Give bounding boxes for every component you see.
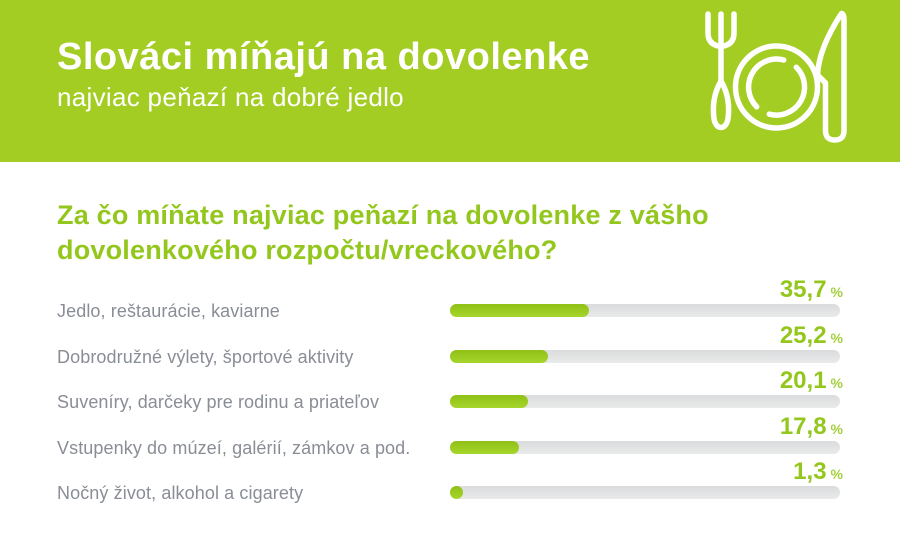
knife-icon (814, 10, 847, 143)
category-label: Vstupenky do múzeí, galérií, zámkov a po… (57, 437, 411, 458)
value-number: 35,7 (779, 276, 827, 303)
survey-question: Za čo míňate najviac peňazí na dovolenke… (57, 198, 843, 268)
page-subtitle: najviac peňazí na dobré jedlo (57, 82, 404, 112)
bar-fill (450, 304, 590, 317)
category-label: Dobrodružné výlety, športové aktivity (57, 346, 354, 367)
bar-fill (450, 486, 463, 499)
value-label: 35,7% (780, 278, 843, 304)
percent-sign: % (830, 466, 843, 482)
bar-fill (450, 395, 529, 408)
category-label: Suveníry, darčeky pre rodinu a priateľov (57, 392, 380, 412)
category-label: Nočný život, alkohol a cigarety (57, 483, 304, 503)
category-label: Jedlo, reštaurácie, kaviarne (57, 301, 280, 321)
plate-icon (732, 43, 821, 131)
bar-chart: 35,7% Jedlo, reštaurácie, kaviarne 25,2% Do… (57, 278, 843, 506)
page-title: Slováci míňajú na dovolenke (57, 36, 590, 78)
bar-track (450, 395, 840, 408)
value-label: 1,3% (793, 460, 843, 486)
fork-plate-knife-icon (705, 8, 850, 150)
percent-sign: % (830, 420, 843, 437)
chart-row: 1,3% Nočný život, alkohol a cigarety (57, 460, 843, 506)
value-label: 25,2% (779, 321, 843, 350)
percent-sign: % (830, 375, 843, 391)
percent-sign: % (830, 329, 843, 346)
bar-track (450, 349, 840, 363)
value-number: 17,8 (779, 412, 827, 440)
header-banner: Slováci míňajú na dovolenke najviac peňa… (0, 0, 900, 162)
value-number: 1,3 (793, 458, 827, 485)
survey-question-line1: Za čo míňate najviac peňazí na dovolenke… (57, 200, 709, 230)
bar-fill (450, 440, 520, 454)
bar-track (450, 486, 840, 499)
chart-row: 25,2% Dobrodružné výlety, športové aktivi… (57, 321, 843, 370)
chart-row: 35,7% Jedlo, reštaurácie, kaviarne (57, 278, 843, 324)
bar-track (450, 304, 840, 317)
chart-row: 17,8% Vstupenky do múzeí, galérií, zámkov… (57, 412, 843, 461)
value-number: 25,2 (779, 321, 827, 349)
fork-icon (705, 11, 737, 131)
chart-row: 20,1% Suveníry, darčeky pre rodinu a pria… (57, 369, 843, 415)
value-label: 17,8% (779, 412, 843, 441)
percent-sign: % (830, 284, 843, 300)
value-number: 20,1 (779, 367, 827, 394)
value-label: 20,1% (780, 369, 843, 395)
bar-fill (450, 349, 549, 363)
survey-question-line2: dovolenkového rozpočtu/vreckového? (57, 235, 558, 265)
bar-track (450, 440, 840, 454)
